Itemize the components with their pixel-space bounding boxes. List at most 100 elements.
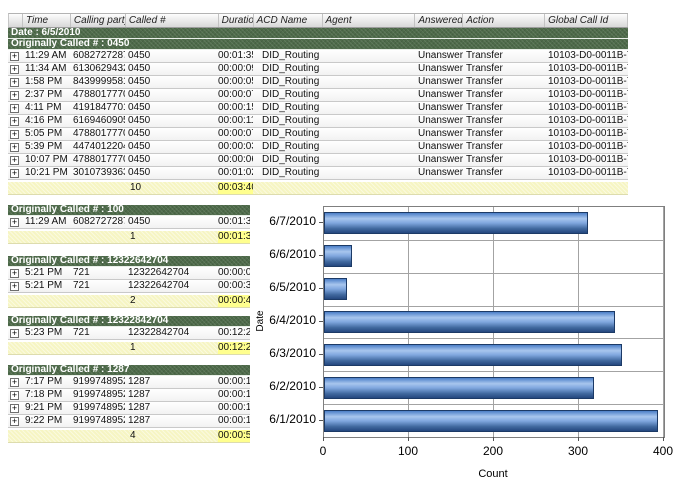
group-header-band: Originally Called # : 12322842704	[8, 316, 250, 327]
y-tick-label: 6/1/2010	[269, 412, 316, 426]
column-header-global-call-id[interactable]: Global Call Id	[545, 14, 628, 27]
acd-name-cell: DID_Routing	[262, 89, 320, 100]
table-row[interactable]: +5:21 PM 721 12322642704 00:00:34	[8, 280, 250, 293]
x-tick-label: 300	[567, 444, 589, 458]
expand-icon[interactable]: +	[10, 116, 19, 126]
table-row[interactable]: +5:23 PM 721 12322842704 00:12:23	[8, 327, 250, 340]
bar-6-4-2010[interactable]	[324, 311, 615, 333]
table-row[interactable]: +4:16 PM 6169460905 0450 00:00:11 DID_Routin…	[8, 115, 628, 128]
date-band: Date : 6/5/2010	[8, 28, 628, 39]
expand-icon[interactable]: +	[10, 129, 19, 139]
column-header-time[interactable]: Time	[23, 14, 71, 27]
group-summary-row: 1 00:01:35	[8, 231, 250, 244]
group-header-band: Originally Called # : 100	[8, 205, 250, 216]
action-cell: Transfer	[466, 154, 503, 165]
expand-icon[interactable]: +	[10, 77, 19, 87]
action-cell: Transfer	[466, 89, 503, 100]
expand-icon[interactable]: +	[10, 328, 19, 338]
group-table: Originally Called # : 12322642704 +5:21 P…	[8, 256, 250, 308]
summary-spacer	[8, 430, 125, 442]
answered-cell: Unanswered	[418, 63, 463, 74]
answered-cell: Unanswered	[418, 76, 463, 87]
expand-icon[interactable]: +	[10, 268, 19, 278]
column-header-called-[interactable]: Called #	[126, 14, 219, 27]
agent-cell	[322, 167, 415, 179]
expand-icon[interactable]: +	[10, 64, 19, 74]
calling-party-cell: 4788017770	[73, 154, 125, 165]
bar-6-3-2010[interactable]	[324, 344, 622, 366]
action-cell: Transfer	[466, 76, 503, 87]
expand-icon[interactable]: +	[10, 155, 19, 165]
time-cell: 11:34 AM	[25, 63, 67, 74]
duration-cell: 00:00:14	[218, 402, 250, 413]
called-cell: 12322842704	[128, 327, 190, 338]
x-tick-label: 400	[652, 444, 674, 458]
y-tick-label: 6/5/2010	[269, 280, 316, 294]
expand-cell: +	[8, 102, 22, 114]
duration-cell: 00:00:03	[218, 141, 253, 152]
action-cell: Transfer	[466, 167, 503, 178]
group-table: Originally Called # : 100 +11:29 AM 608272…	[8, 205, 250, 244]
table-row[interactable]: +5:21 PM 721 12322642704 00:00:09	[8, 267, 250, 280]
global-call-id-cell: 10103-D0-0011B-77E	[548, 154, 628, 165]
calling-party-cell: 4788017770	[73, 89, 125, 100]
agent-cell	[322, 102, 415, 114]
column-header-acd-name[interactable]: ACD Name	[254, 14, 323, 27]
bar-6-1-2010[interactable]	[324, 410, 658, 432]
answered-cell: Unanswered	[418, 167, 463, 178]
answered-cell: Unanswered	[418, 128, 463, 139]
bar-6-2-2010[interactable]	[324, 377, 594, 399]
expand-icon[interactable]: +	[10, 90, 19, 100]
bar-6-6-2010[interactable]	[324, 245, 352, 267]
expand-icon[interactable]: +	[10, 217, 19, 227]
column-header-agent[interactable]: Agent	[323, 14, 416, 27]
column-header-calling-party-[interactable]: Calling party #	[71, 14, 126, 27]
column-header-answered[interactable]: Answered	[415, 14, 464, 27]
expand-icon[interactable]: +	[10, 416, 19, 426]
column-header-action[interactable]: Action	[463, 14, 546, 27]
expand-cell: +	[8, 89, 22, 101]
expand-icon[interactable]: +	[10, 168, 19, 178]
expand-icon[interactable]: +	[10, 377, 19, 387]
expand-icon[interactable]: +	[10, 403, 19, 413]
y-tick-label: 6/3/2010	[269, 346, 316, 360]
called-cell: 0450	[128, 50, 151, 61]
agent-cell	[322, 63, 415, 75]
x-tick-mark	[493, 437, 494, 441]
expand-icon[interactable]: +	[10, 390, 19, 400]
expand-icon[interactable]: +	[10, 51, 19, 61]
bar-6-5-2010[interactable]	[324, 278, 347, 300]
expand-icon[interactable]: +	[10, 281, 19, 291]
summary-call-count: 4	[130, 430, 136, 441]
expand-cell: +	[8, 76, 22, 88]
expand-cell: +	[8, 267, 22, 279]
action-cell: Transfer	[466, 115, 503, 126]
action-cell: Transfer	[466, 63, 503, 74]
bar-6-7-2010[interactable]	[324, 212, 588, 234]
column-header-expand[interactable]	[9, 14, 23, 27]
calling-party-cell: 9199748952	[73, 389, 125, 400]
column-header-duration[interactable]: Duration	[219, 14, 254, 27]
expand-cell: +	[8, 327, 22, 339]
time-cell: 4:11 PM	[25, 102, 62, 113]
expand-icon[interactable]: +	[10, 142, 19, 152]
y-tick-mark	[319, 387, 323, 388]
group-table: Originally Called # : 1287 +7:17 PM 919974…	[8, 365, 250, 443]
expand-icon[interactable]: +	[10, 103, 19, 113]
